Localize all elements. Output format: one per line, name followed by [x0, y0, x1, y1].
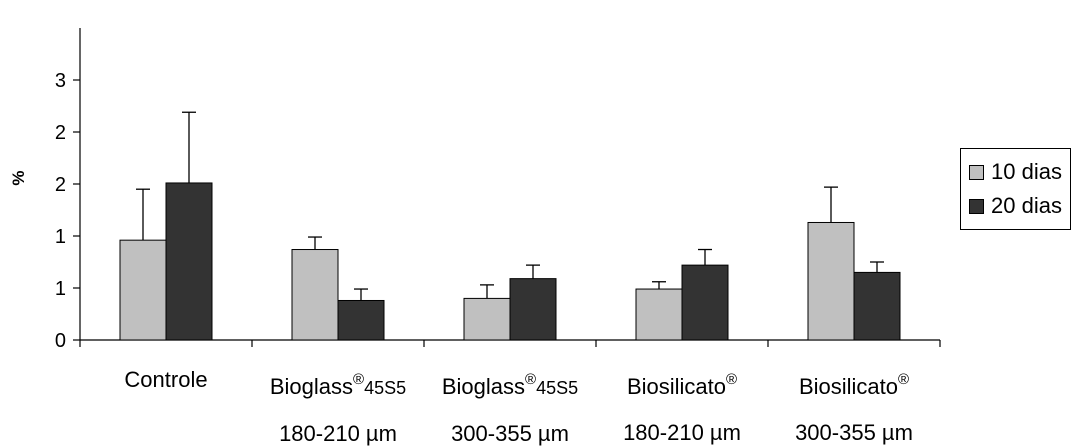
bar-10-dias [291, 249, 339, 341]
x-category-label-line2: 180-210 µm [623, 420, 741, 445]
x-category-name: Bioglass [269, 374, 354, 399]
legend-item-10-dias: 10 dias [969, 155, 1062, 189]
x-category-name: Bioglass [441, 374, 526, 399]
y-axis-label: % [9, 170, 28, 186]
x-category-label-line2: 180-210 µm [279, 421, 397, 446]
x-category-label-line1: Biosilicato® [592, 367, 772, 400]
y-tick-label: 0 [55, 330, 66, 352]
bar-10-dias [635, 288, 683, 341]
x-category-subtype: 45S5 [364, 378, 407, 398]
bar-20-dias [337, 299, 385, 341]
y-tick-label: 2 [55, 174, 66, 196]
legend: 10 dias 20 dias [960, 148, 1071, 230]
x-category-label-line2: 300-355 µm [451, 421, 569, 446]
y-tick-label: 1 [55, 278, 66, 300]
bar-10-dias [807, 221, 855, 341]
registered-mark: ® [897, 371, 910, 388]
legend-swatch-20-dias [969, 198, 984, 214]
y-tick-label: 2 [55, 122, 66, 144]
x-category-label-line2: 300-355 µm [795, 420, 913, 445]
registered-mark: ® [353, 371, 365, 388]
bar-10-dias [463, 297, 511, 341]
bar-20-dias [853, 271, 901, 341]
x-category-label-line1: Controle [76, 367, 256, 393]
x-category-label: Biosilicato® 300-355 µm [764, 367, 944, 446]
x-category-label: Controle [76, 367, 256, 439]
bar-10-dias [119, 239, 167, 341]
registered-mark: ® [725, 371, 738, 388]
x-category-label: Bioglass®45S5 300-355 µm [420, 367, 600, 447]
x-category-name: Biosilicato [626, 374, 726, 399]
legend-swatch-10-dias [969, 164, 984, 180]
x-category-label-line1: Biosilicato® [764, 367, 944, 400]
x-category-label: Biosilicato® 180-210 µm [592, 367, 772, 446]
x-category-name: Biosilicato [798, 374, 898, 399]
legend-label-20-dias: 20 dias [991, 193, 1062, 218]
bar-20-dias [509, 278, 557, 341]
x-category-name: Controle [124, 367, 208, 392]
x-category-label: Bioglass®45S5 180-210 µm [248, 367, 428, 447]
x-category-label-line1: Bioglass®45S5 [420, 367, 600, 401]
legend-label-10-dias: 10 dias [991, 159, 1062, 184]
legend-item-20-dias: 20 dias [969, 189, 1062, 223]
y-tick-label: 1 [55, 226, 66, 248]
x-category-subtype: 45S5 [536, 378, 579, 398]
bar-20-dias [165, 182, 213, 341]
bar-20-dias [681, 264, 729, 341]
x-category-label-line1: Bioglass®45S5 [248, 367, 428, 401]
registered-mark: ® [525, 371, 537, 388]
y-tick-label: 3 [55, 70, 66, 92]
